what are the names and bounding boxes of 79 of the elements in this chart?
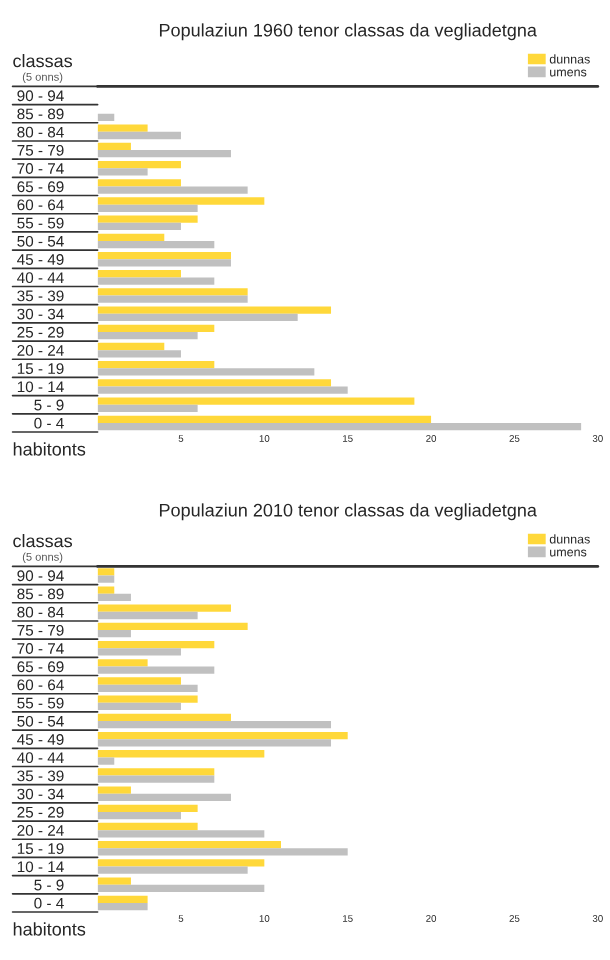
bar (97, 350, 181, 358)
bar (97, 422, 582, 431)
bar (97, 397, 415, 405)
bar (97, 666, 215, 674)
bar (97, 684, 198, 692)
x-axis-title: habitonts (13, 922, 86, 936)
bar (97, 270, 181, 278)
bar (97, 288, 248, 296)
bar (97, 848, 348, 856)
bar (97, 186, 248, 194)
bar (97, 324, 215, 332)
bar (97, 775, 215, 783)
bar (97, 251, 231, 260)
bar (97, 640, 215, 649)
bar (97, 902, 148, 911)
bar (97, 822, 198, 831)
bar (97, 713, 231, 722)
bar (97, 131, 181, 140)
bar (97, 757, 115, 765)
bar (97, 750, 265, 758)
bar (97, 895, 148, 903)
bar (97, 731, 348, 740)
bar (97, 786, 131, 794)
bar (97, 884, 265, 892)
bar (97, 415, 432, 423)
bar (97, 150, 231, 158)
bar (97, 379, 332, 387)
bar (97, 179, 181, 187)
bar (97, 386, 348, 394)
bar (97, 877, 131, 885)
bar (97, 168, 148, 176)
bar (97, 622, 248, 631)
y-axis-title: classas (13, 54, 73, 68)
bar (97, 277, 215, 285)
bar (97, 677, 181, 685)
chart-title: Populaziun 1960 tenor classas da vegliadetgna (159, 23, 537, 41)
bar (97, 604, 231, 612)
bar (97, 866, 248, 874)
bar (97, 841, 282, 849)
bar (97, 113, 115, 121)
bar (97, 142, 131, 151)
bar (97, 586, 115, 594)
bar (97, 611, 198, 620)
bar (97, 331, 198, 340)
bar (97, 215, 198, 223)
bar (97, 568, 115, 576)
bar (97, 160, 181, 169)
bar (97, 259, 231, 267)
bar (97, 659, 148, 667)
bar (97, 702, 181, 711)
bar (97, 204, 198, 212)
bar (97, 593, 131, 601)
bar (97, 721, 332, 729)
bar (97, 404, 198, 412)
bar (97, 859, 265, 867)
x-axis-title: habitonts (13, 442, 86, 456)
bar (97, 306, 332, 314)
bar (97, 241, 215, 249)
bar (97, 342, 165, 351)
bar (97, 648, 181, 656)
bar (97, 793, 231, 802)
chart-title: Populaziun 2010 tenor classas da vegliadetgna (159, 503, 537, 521)
bar (97, 361, 215, 369)
bar (97, 233, 165, 242)
y-axis-title: classas (13, 534, 73, 548)
bar (97, 295, 248, 303)
bar (97, 830, 265, 838)
bar (97, 630, 131, 638)
bar (97, 575, 115, 583)
bar (97, 768, 215, 776)
bar (97, 124, 148, 132)
bar (97, 804, 198, 812)
bar (97, 368, 315, 376)
bar (97, 811, 181, 820)
bar (97, 313, 298, 322)
bar (97, 739, 332, 747)
bar (97, 695, 198, 703)
bar (97, 222, 181, 231)
bar (97, 197, 265, 205)
